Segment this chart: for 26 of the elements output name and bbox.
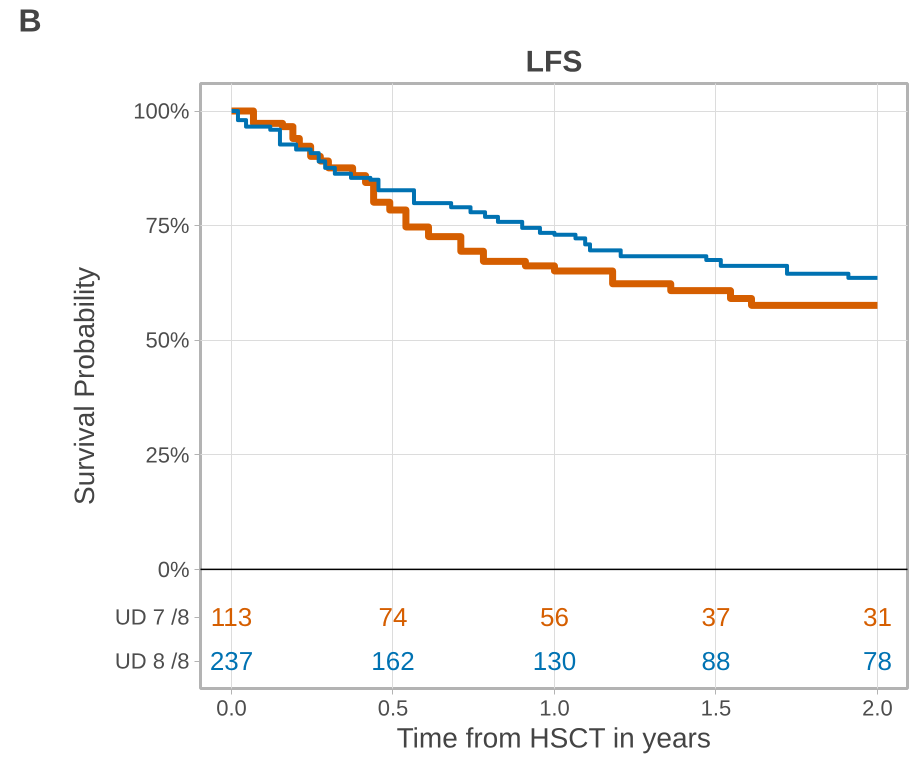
y-tick-label: 100% <box>133 98 190 124</box>
x-tick-label: 1.5 <box>700 696 732 720</box>
annotation: 37 <box>702 602 730 632</box>
y-tick-label: 50% <box>145 328 190 353</box>
annotation: 88 <box>702 646 730 676</box>
chart-title: LFS <box>526 46 582 78</box>
annotation: 74 <box>378 602 408 632</box>
y-tick-label: 75% <box>145 213 190 238</box>
text: UD 7 /8 <box>114 604 190 630</box>
x-tick-label: 1.0 <box>539 696 570 720</box>
annotation: 78 <box>863 646 892 676</box>
x-tick-label: 2.0 <box>862 696 893 720</box>
y-tick-label: 0% <box>158 556 190 582</box>
y-axis-title: Survival Probability <box>68 266 100 506</box>
annotation: 237 <box>210 646 254 676</box>
x-axis-title: Time from HSCT in years <box>396 722 711 754</box>
y-tick-label: 25% <box>145 442 190 468</box>
text: UD 8 /8 <box>114 648 190 674</box>
annotation: 56 <box>540 602 569 632</box>
annotation: 130 <box>532 646 576 676</box>
text: B <box>18 2 42 38</box>
annotation: 162 <box>371 646 415 676</box>
annotation: 31 <box>863 602 892 632</box>
annotation: 113 <box>210 602 252 632</box>
x-tick-label: 0.5 <box>378 696 408 720</box>
x-tick-label: 0.0 <box>216 696 247 720</box>
